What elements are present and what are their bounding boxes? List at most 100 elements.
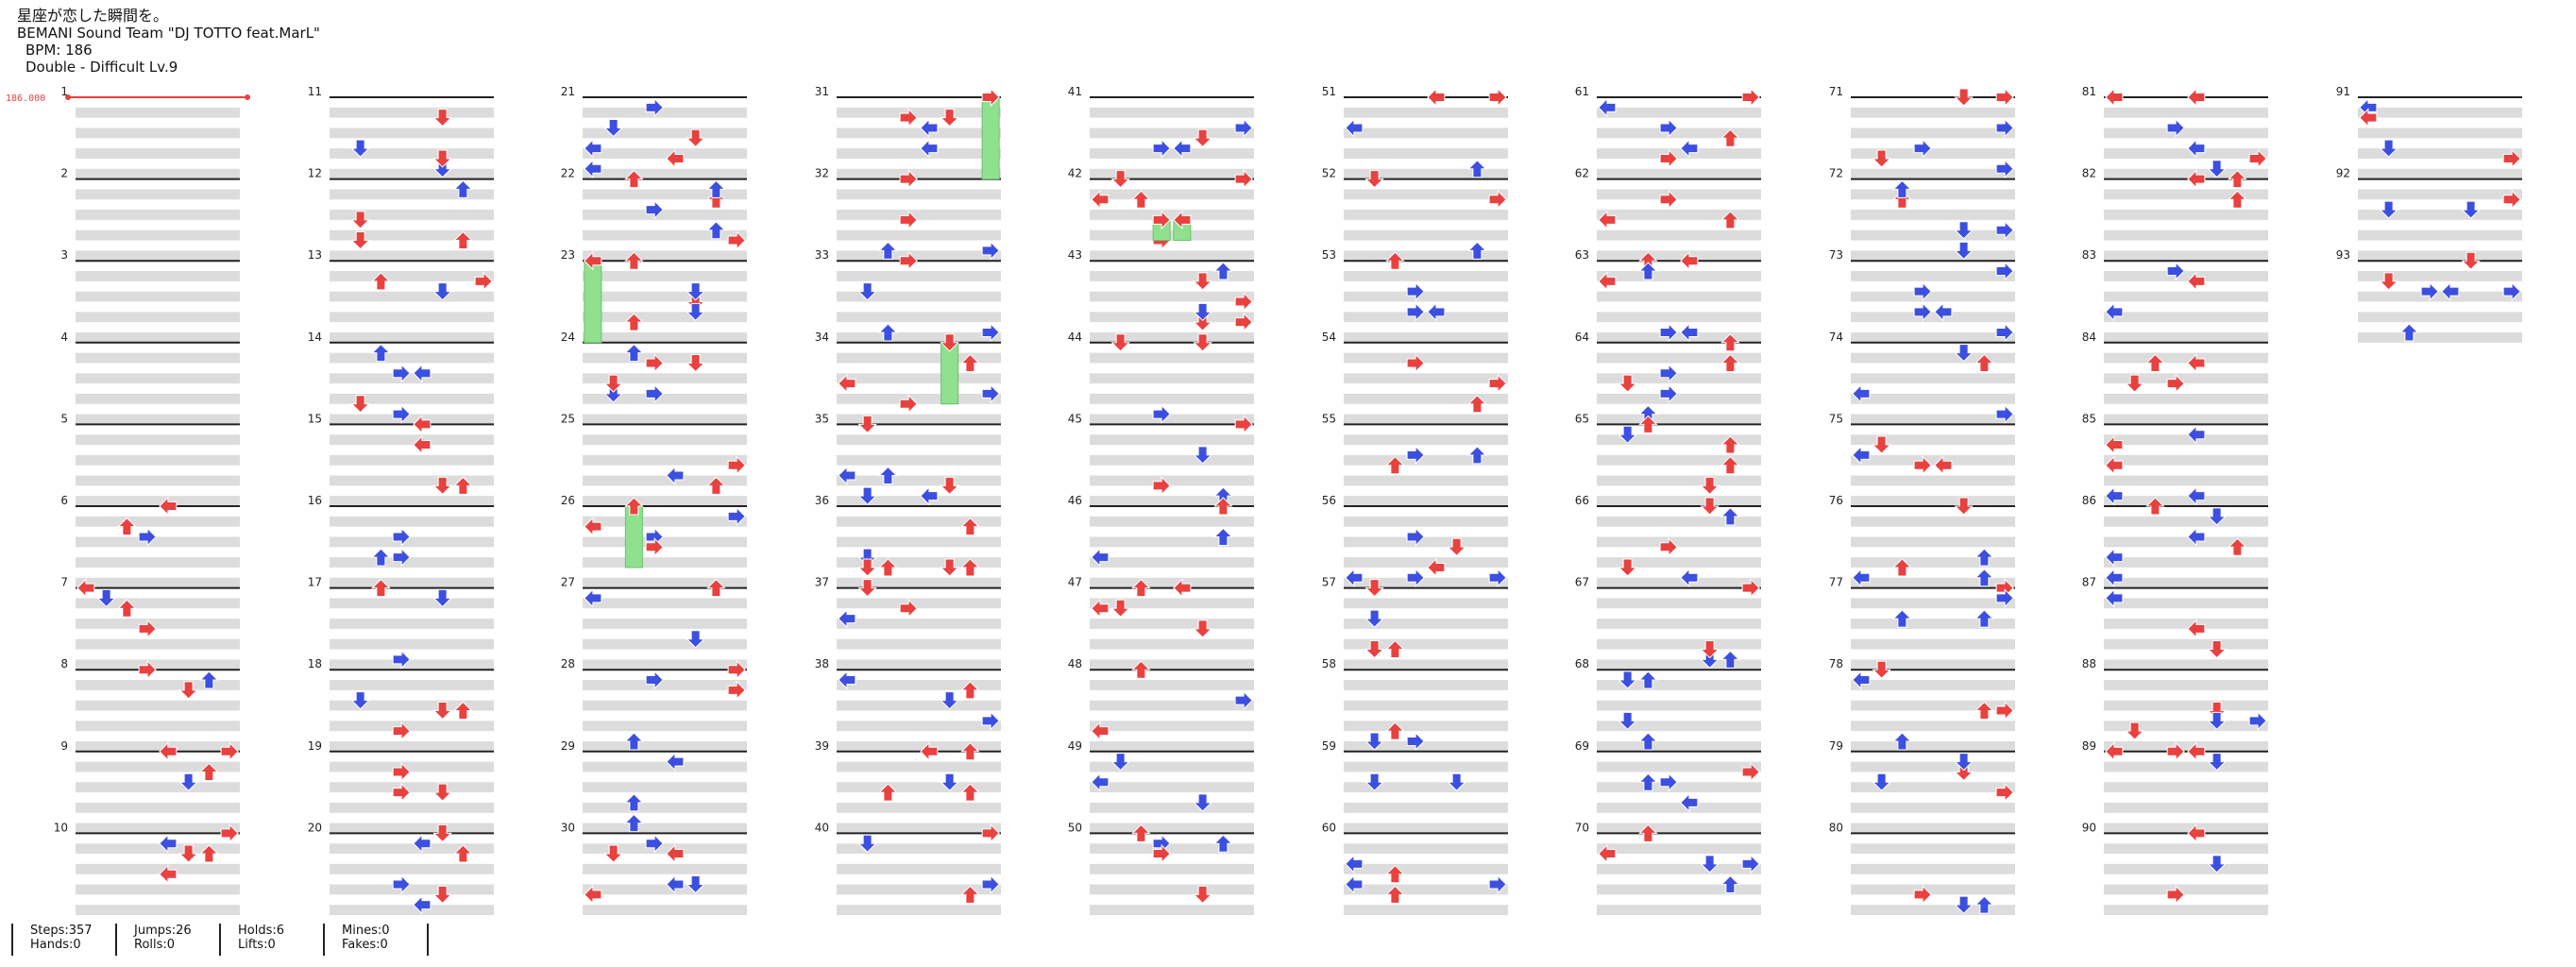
lane-stripe bbox=[1344, 250, 1508, 262]
step-arrow bbox=[624, 732, 644, 751]
step-arrow bbox=[1345, 118, 1364, 138]
lane-stripe bbox=[1851, 291, 2015, 302]
lane-stripe bbox=[1344, 823, 1508, 834]
step-arrow bbox=[666, 148, 685, 169]
stats-group-holds: Holds:6 Lifts:0 bbox=[221, 924, 325, 956]
step-arrow bbox=[1700, 476, 1720, 496]
step-arrow bbox=[899, 210, 918, 230]
step-arrow bbox=[1638, 732, 1658, 751]
lane-stripe bbox=[1090, 761, 1254, 772]
step-arrow bbox=[666, 752, 685, 772]
measure-label: 15 bbox=[308, 412, 322, 425]
lane-stripe bbox=[583, 393, 747, 404]
step-arrow bbox=[727, 659, 746, 680]
jumps-count: Jumps:26 bbox=[134, 924, 192, 938]
lane-stripe bbox=[837, 454, 1001, 466]
step-arrow bbox=[2145, 497, 2165, 516]
lane-stripe bbox=[1851, 373, 2015, 384]
step-arrow bbox=[1974, 568, 1994, 587]
step-arrow bbox=[686, 128, 705, 148]
measure-label: 26 bbox=[561, 494, 575, 507]
step-arrow bbox=[920, 118, 939, 138]
step-arrow bbox=[2105, 485, 2124, 506]
measure-label: 71 bbox=[1829, 85, 1843, 98]
step-arrow bbox=[1131, 823, 1151, 842]
step-arrow bbox=[920, 485, 939, 506]
lane-stripe bbox=[1597, 884, 1761, 895]
step-arrow bbox=[1345, 568, 1364, 587]
song-artist: BEMANI Sound Team "DJ TOTTO feat.MarL" bbox=[17, 25, 320, 42]
lane-stripe bbox=[2104, 189, 2268, 200]
lane-stripe bbox=[2104, 127, 2268, 139]
lifts-count: Lifts:0 bbox=[238, 938, 276, 952]
step-arrow bbox=[940, 558, 959, 577]
step-arrow bbox=[1659, 364, 1678, 383]
lane-stripe bbox=[837, 496, 1001, 506]
lane-stripe bbox=[1597, 823, 1761, 834]
measure-label: 87 bbox=[2082, 576, 2096, 589]
measure-label: 66 bbox=[1575, 494, 1589, 507]
step-arrow bbox=[1091, 547, 1110, 568]
lane-stripe bbox=[583, 331, 747, 343]
step-arrow bbox=[2105, 741, 2124, 762]
lane-stripe bbox=[2104, 659, 2268, 670]
lane-stripe bbox=[2104, 373, 2268, 384]
step-arrow bbox=[2187, 271, 2206, 292]
lane-stripe bbox=[583, 782, 747, 793]
lane-stripe bbox=[76, 148, 240, 159]
measure-93: 93 bbox=[2336, 248, 2522, 343]
step-arrow bbox=[2187, 353, 2206, 373]
step-arrow bbox=[1091, 190, 1110, 210]
lane-stripe bbox=[1344, 189, 1508, 200]
step-arrow bbox=[2166, 741, 2185, 762]
step-arrow bbox=[1234, 292, 1253, 312]
measure-17: 17 bbox=[308, 576, 494, 670]
step-arrow bbox=[1364, 772, 1384, 791]
lane-stripe bbox=[1851, 536, 2015, 548]
step-arrow bbox=[2228, 190, 2247, 209]
measure-label: 92 bbox=[2336, 167, 2350, 180]
step-arrow bbox=[981, 241, 1000, 261]
step-arrow bbox=[432, 702, 452, 721]
step-arrow bbox=[624, 813, 644, 833]
lane-stripe bbox=[2104, 721, 2268, 732]
stats-group-jumps: Jumps:26 Rolls:0 bbox=[117, 924, 221, 956]
step-arrow bbox=[1110, 753, 1130, 772]
lane-stripe bbox=[1851, 250, 2015, 262]
step-arrow bbox=[1872, 772, 1891, 791]
lane-stripe bbox=[1851, 557, 2015, 568]
step-arrow bbox=[392, 782, 411, 803]
lane-stripe bbox=[583, 598, 747, 609]
lane-stripe bbox=[1597, 619, 1761, 629]
step-arrow bbox=[2502, 281, 2521, 301]
step-arrow bbox=[1954, 895, 1974, 914]
lane-stripe bbox=[2358, 331, 2522, 343]
step-arrow bbox=[2105, 434, 2124, 455]
step-arrow bbox=[1193, 446, 1212, 465]
lane-stripe bbox=[330, 127, 494, 139]
step-arrow bbox=[960, 517, 980, 536]
step-arrow bbox=[1618, 425, 1637, 444]
step-arrow bbox=[1954, 88, 1974, 107]
step-arrow bbox=[2125, 721, 2144, 740]
step-arrow bbox=[686, 875, 705, 894]
lane-stripe bbox=[583, 250, 747, 262]
step-arrow bbox=[1152, 138, 1171, 159]
measure-label: 34 bbox=[815, 331, 829, 344]
measure-label: 83 bbox=[2082, 248, 2096, 262]
lane-stripe bbox=[330, 536, 494, 548]
lane-stripe bbox=[2104, 454, 2268, 466]
step-arrow bbox=[1700, 855, 1720, 874]
lane-stripe bbox=[1597, 331, 1761, 343]
step-arrow bbox=[666, 874, 685, 894]
step-arrow bbox=[1741, 854, 1760, 874]
lane-stripe bbox=[1344, 619, 1508, 629]
lane-stripe bbox=[1597, 291, 1761, 302]
lane-stripe bbox=[1090, 700, 1254, 711]
measure-42: 42 bbox=[1068, 167, 1254, 262]
lane-stripe bbox=[583, 312, 747, 323]
step-arrow bbox=[1934, 302, 1953, 322]
lane-stripe bbox=[330, 291, 494, 302]
measure-label: 43 bbox=[1068, 248, 1082, 262]
lane-stripe bbox=[76, 823, 240, 834]
